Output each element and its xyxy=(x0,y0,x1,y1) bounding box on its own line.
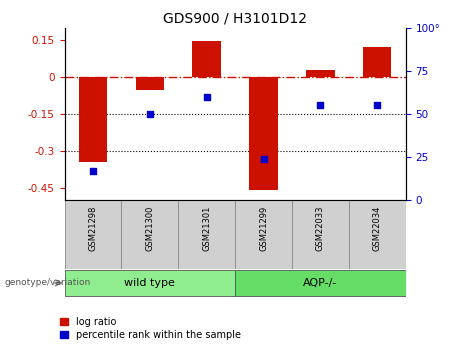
Bar xyxy=(235,270,406,296)
Text: GSM21301: GSM21301 xyxy=(202,206,211,251)
Text: GSM22034: GSM22034 xyxy=(373,206,382,251)
Text: GSM21298: GSM21298 xyxy=(89,206,97,251)
Point xyxy=(203,94,210,99)
Bar xyxy=(249,77,278,190)
Bar xyxy=(193,41,221,77)
Point xyxy=(89,168,97,174)
Point xyxy=(260,156,267,161)
Bar xyxy=(363,47,391,77)
Text: AQP-/-: AQP-/- xyxy=(303,278,337,288)
Legend: log ratio, percentile rank within the sample: log ratio, percentile rank within the sa… xyxy=(60,317,241,340)
Bar xyxy=(79,77,107,162)
Bar xyxy=(121,200,178,269)
Bar xyxy=(65,270,235,296)
Text: GSM21300: GSM21300 xyxy=(145,206,154,251)
Point xyxy=(373,102,381,108)
Text: GSM21299: GSM21299 xyxy=(259,206,268,251)
Point xyxy=(146,111,154,117)
Bar xyxy=(65,200,121,269)
Title: GDS900 / H3101D12: GDS900 / H3101D12 xyxy=(163,11,307,25)
Bar xyxy=(292,200,349,269)
Bar xyxy=(178,200,235,269)
Bar xyxy=(235,200,292,269)
Point xyxy=(317,102,324,108)
Bar xyxy=(136,77,164,90)
Bar xyxy=(306,70,335,77)
Text: wild type: wild type xyxy=(124,278,175,288)
Bar xyxy=(349,200,406,269)
Text: GSM22033: GSM22033 xyxy=(316,206,325,251)
Text: genotype/variation: genotype/variation xyxy=(5,278,91,287)
